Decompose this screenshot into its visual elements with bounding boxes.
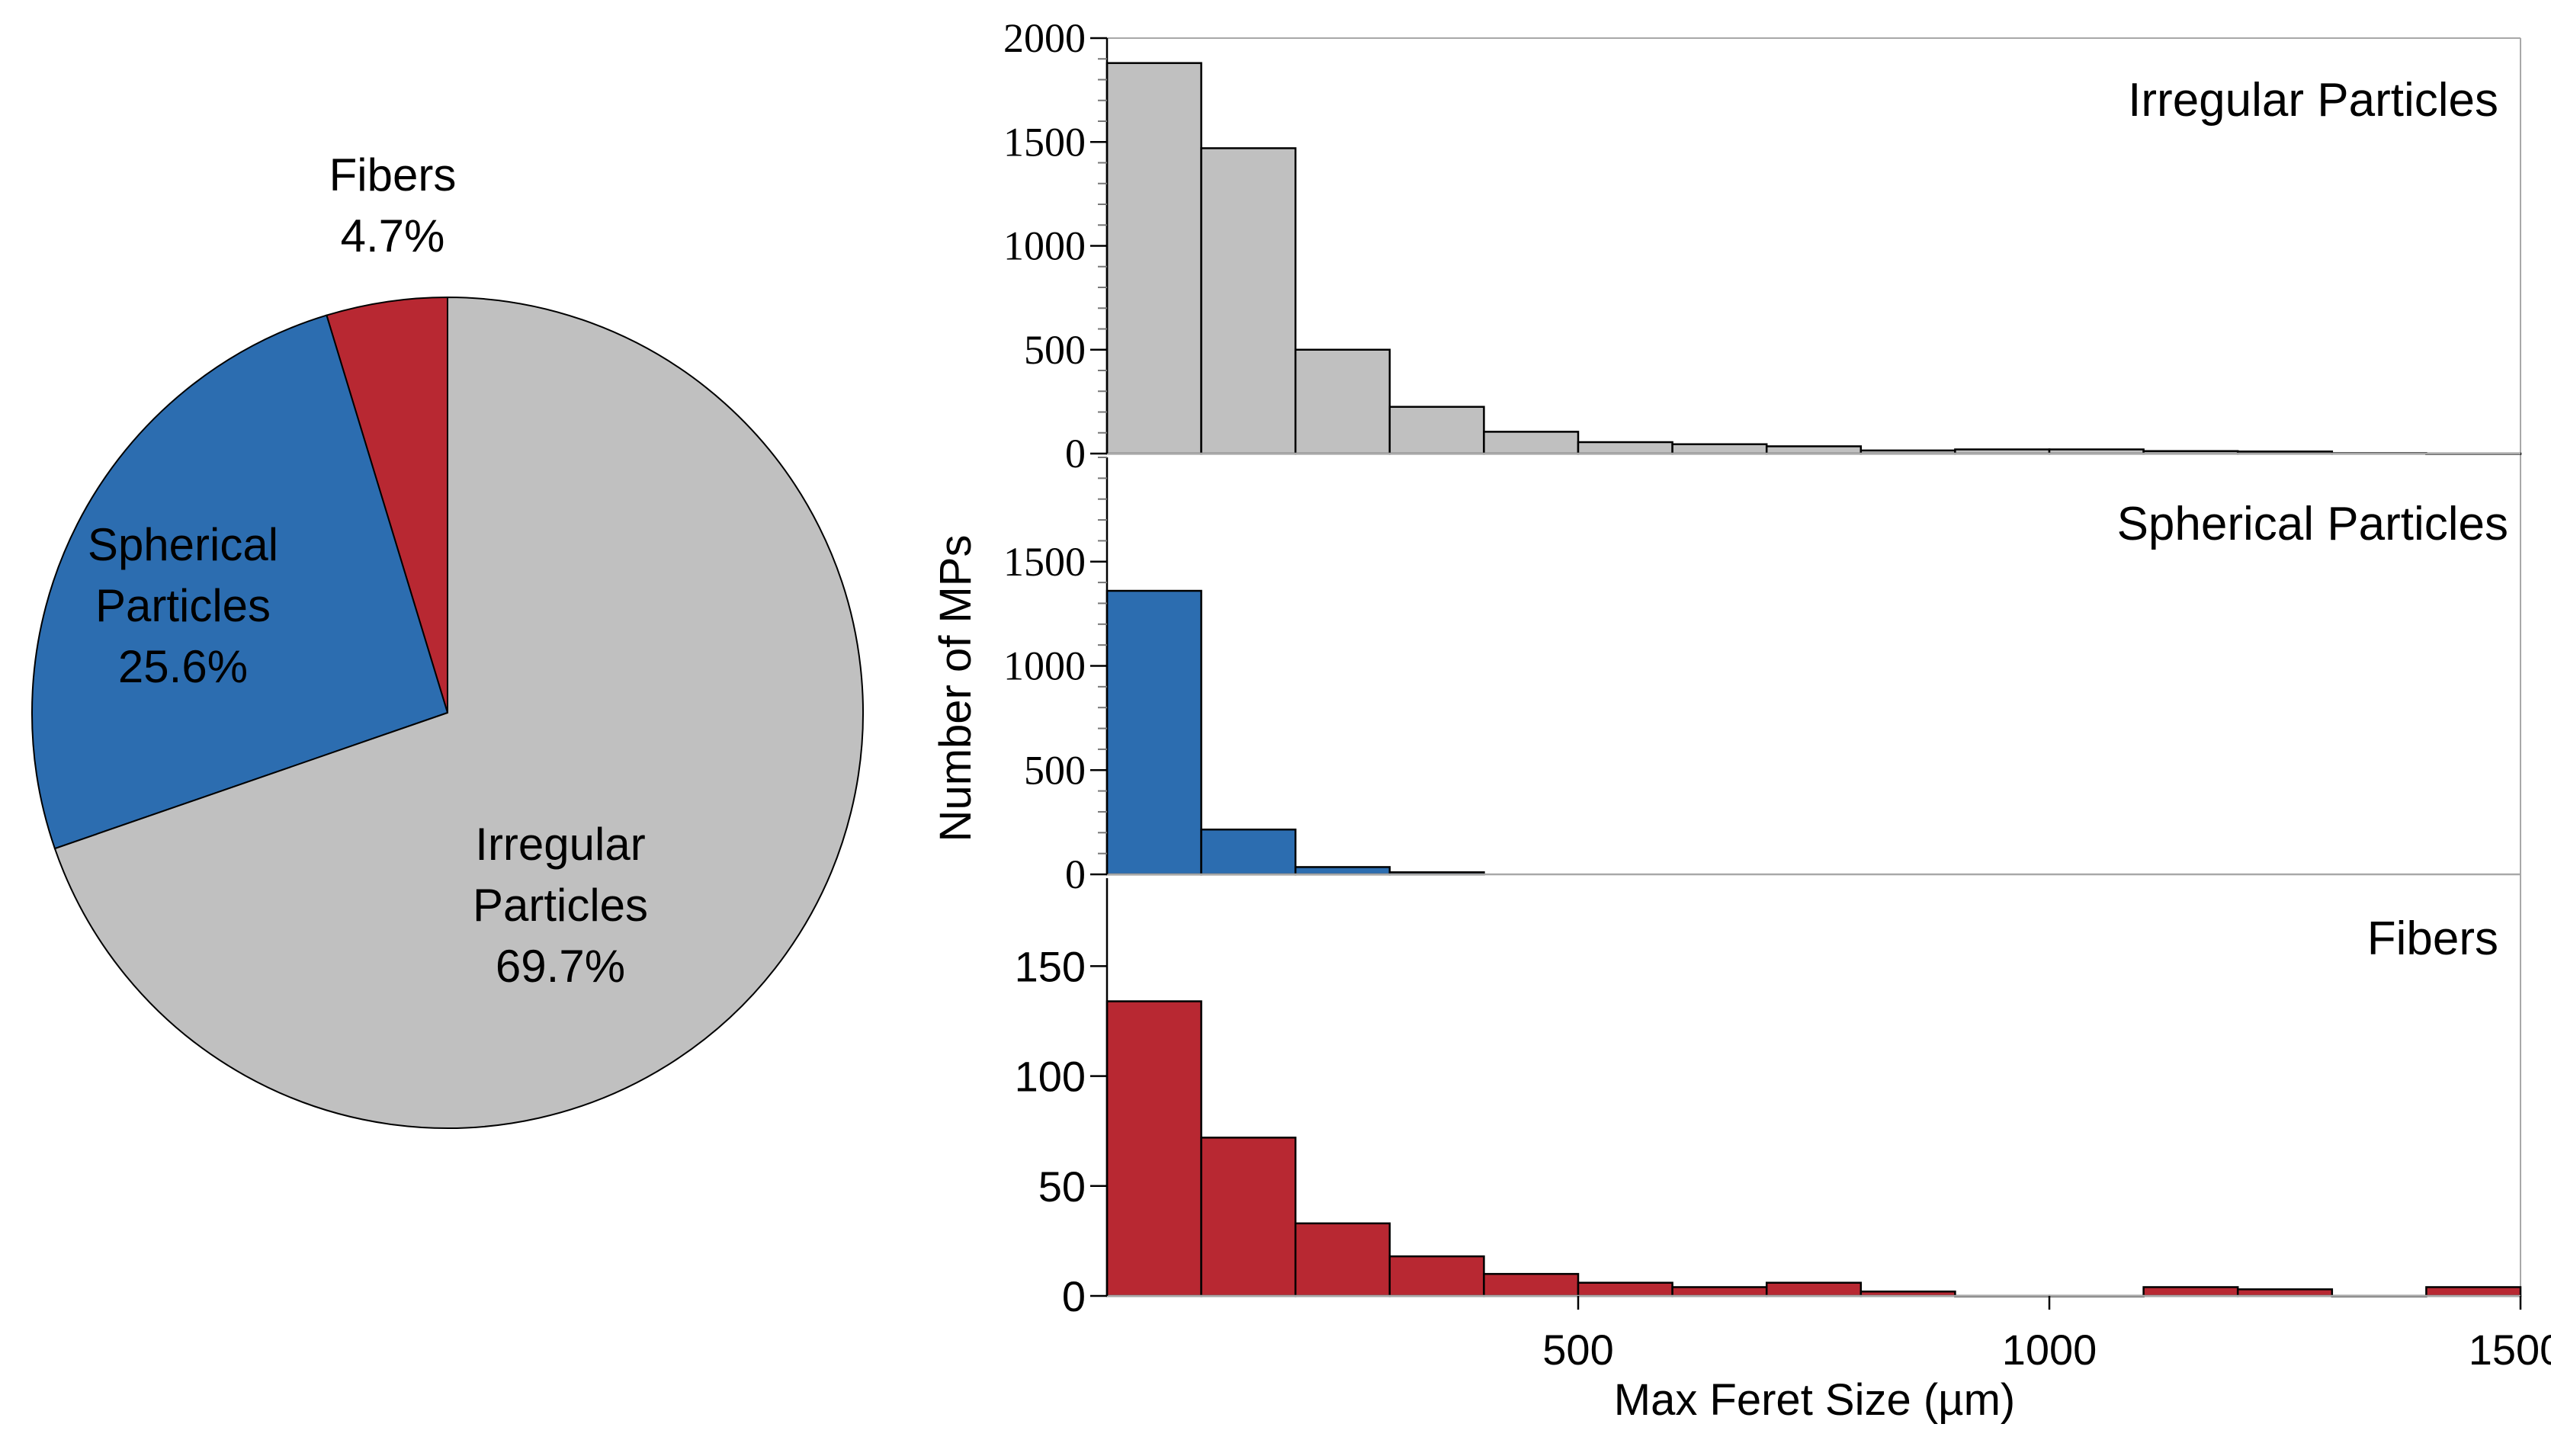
pie-slice-spherical <box>31 314 449 850</box>
bar-irregular <box>1105 62 1202 455</box>
bar-fibers <box>1105 1000 1202 1297</box>
x-tick-label: 1500 <box>2469 1326 2551 1374</box>
panel-title-spherical: Spherical Particles <box>2117 498 2508 550</box>
bar-spherical <box>1294 866 1391 876</box>
bar-irregular <box>1577 441 1673 455</box>
bar-fibers <box>1388 1255 1485 1297</box>
bar-spherical <box>1105 589 1202 876</box>
bar-irregular <box>1200 147 1297 455</box>
bar-fibers <box>2425 1286 2522 1297</box>
pie-percent-fibers: 4.7% <box>341 210 445 261</box>
pie-label-fibers: Fibers <box>329 149 457 200</box>
panel-title-fibers: Fibers <box>2367 912 2498 965</box>
y-tick-label-spherical: 500 <box>1024 747 1086 793</box>
bar-fibers <box>2142 1286 2239 1297</box>
bar-fibers <box>1671 1286 1768 1297</box>
y-tick-label-spherical: 1000 <box>1003 643 1086 689</box>
pie-percent-irregular: 69.7% <box>496 941 625 992</box>
pie-label-irregular: Irregular <box>475 819 645 870</box>
bar-fibers <box>1294 1222 1391 1297</box>
y-tick-label-irregular: 1000 <box>1003 223 1086 269</box>
histogram-fibers: 0 50 100 150 Fibers <box>1015 878 2522 1320</box>
bar-fibers <box>1200 1137 1297 1297</box>
x-tick-label: 1000 <box>2002 1326 2097 1374</box>
pie-slice-fibers <box>326 296 448 714</box>
x-axis: 500 1000 1500 <box>1542 1296 2551 1374</box>
bar-irregular <box>1388 406 1485 455</box>
y-tick-label-irregular: 0 <box>1065 431 1086 476</box>
pie-slice-irregular <box>53 296 864 1129</box>
bar-fibers <box>1765 1281 1863 1297</box>
y-axis-label: Number of MPs <box>931 535 980 842</box>
pie-percent-spherical: 25.6% <box>118 641 248 692</box>
y-tick-label-irregular: 1500 <box>1003 119 1086 165</box>
y-tick-label-fibers: 150 <box>1015 942 1086 990</box>
bar-fibers <box>1483 1272 1580 1297</box>
y-tick-label-spherical: 1500 <box>1003 539 1086 585</box>
bar-fibers <box>1577 1281 1673 1297</box>
y-tick-label-spherical: 0 <box>1065 851 1086 897</box>
panel-title-irregular: Irregular Particles <box>2128 74 2498 127</box>
y-tick-label-irregular: 2000 <box>1003 15 1086 61</box>
bar-fibers <box>2236 1288 2334 1297</box>
bar-irregular <box>1765 445 1863 455</box>
pie-label-irregular-line2: Particles <box>473 880 648 931</box>
histogram-spherical: 0 500 1000 1500 Spherical Particles <box>1003 457 2521 897</box>
pie-chart: Fibers 4.7% Spherical Particles 25.6% Irregul… <box>31 149 864 1129</box>
bar-irregular <box>1483 431 1580 455</box>
y-tick-label-fibers: 100 <box>1015 1053 1086 1101</box>
bar-spherical <box>1200 828 1297 876</box>
bar-irregular <box>1671 443 1768 455</box>
pie-label-spherical: Spherical <box>88 519 278 570</box>
y-tick-label-fibers: 50 <box>1038 1163 1086 1211</box>
pie-label-spherical-line2: Particles <box>95 580 271 631</box>
y-tick-label-irregular: 500 <box>1024 327 1086 373</box>
x-tick-label: 500 <box>1542 1326 1613 1374</box>
y-tick-label-fibers: 0 <box>1062 1272 1086 1320</box>
histogram-irregular: 0 500 1000 1500 2000 Irregular Particles <box>1003 15 2522 476</box>
bar-irregular <box>1294 348 1391 455</box>
x-axis-label: Max Feret Size (µm) <box>1614 1375 2015 1425</box>
